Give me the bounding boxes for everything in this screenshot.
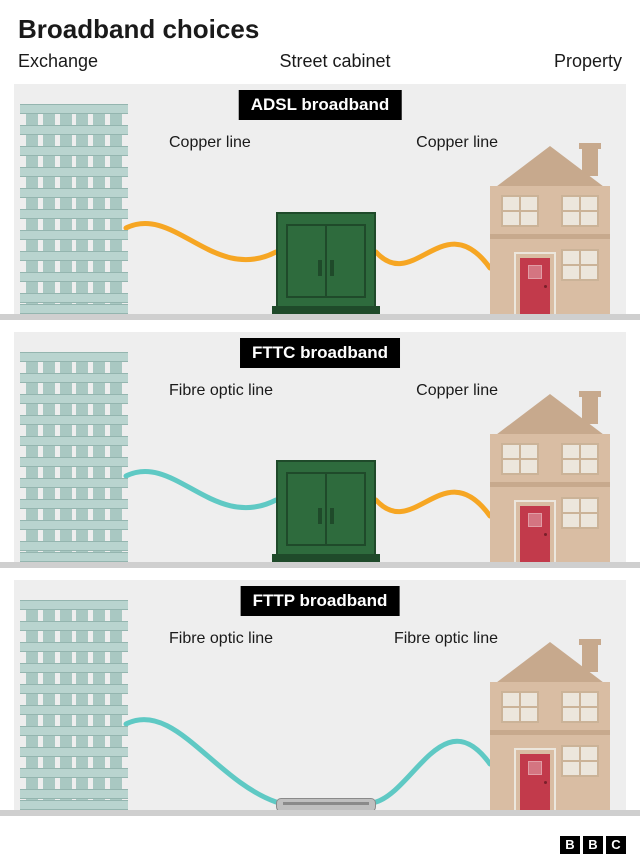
col-exchange: Exchange <box>18 51 208 72</box>
exchange-icon <box>20 344 128 562</box>
panel-badge: FTTC broadband <box>240 338 400 368</box>
house-icon <box>484 642 616 810</box>
ground-line <box>0 810 640 816</box>
exchange-icon <box>20 592 128 810</box>
ground-line <box>0 562 640 568</box>
street-cabinet-icon <box>276 212 376 314</box>
right-line-label: Copper line <box>416 134 498 152</box>
col-cabinet: Street cabinet <box>208 51 462 72</box>
column-headers: Exchange Street cabinet Property <box>0 51 640 76</box>
bbc-logo: B B C <box>560 836 626 854</box>
panel-badge: ADSL broadband <box>239 90 402 120</box>
exchange-icon <box>20 96 128 314</box>
panel-fttc-broadband: FTTC broadband Fibre optic line Copper lin… <box>14 332 626 562</box>
col-property: Property <box>462 51 622 72</box>
panel-adsl-broadband: ADSL broadband Copper line Copper line <box>14 84 626 314</box>
house-icon <box>484 394 616 562</box>
main-title: Broadband choices <box>0 0 640 51</box>
right-line-label: Fibre optic line <box>394 630 498 648</box>
left-line-label: Copper line <box>169 134 251 152</box>
panel-fttp-broadband: FTTP broadband Fibre optic line Fibre opti… <box>14 580 626 810</box>
street-cabinet-icon <box>276 460 376 562</box>
panel-badge: FTTP broadband <box>241 586 400 616</box>
ground-line <box>0 314 640 320</box>
left-line-label: Fibre optic line <box>169 382 273 400</box>
right-line-label: Copper line <box>416 382 498 400</box>
house-icon <box>484 146 616 314</box>
left-line-label: Fibre optic line <box>169 630 273 648</box>
